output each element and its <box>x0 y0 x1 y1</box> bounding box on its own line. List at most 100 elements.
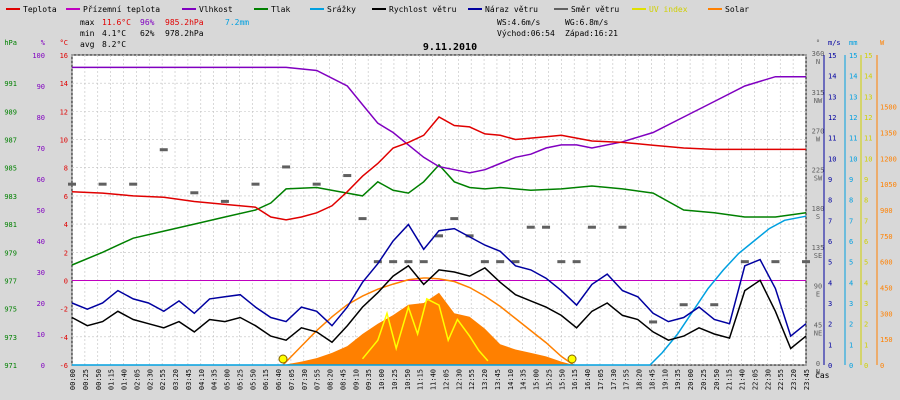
wind_dir-label: NW <box>814 97 823 105</box>
x-tick-label: 18:45 <box>648 369 656 390</box>
rain-tick: 2 <box>849 321 853 329</box>
stat-sunset: Západ:16:21 <box>565 29 618 38</box>
x-tick-label: 23:20 <box>790 369 798 390</box>
x-tick-label: 06:40 <box>275 369 283 390</box>
stat-avg-label: avg <box>80 40 95 49</box>
stat-min-press: 978.2hPa <box>165 29 204 38</box>
legend-label: Tlak <box>271 5 290 14</box>
pressure-tick: 979 <box>4 249 17 257</box>
temperature-tick: 6 <box>64 193 68 201</box>
wind-dir-mark <box>419 260 428 264</box>
stat-max-hum: 96% <box>140 18 155 27</box>
x-tick-label: 07:30 <box>301 369 309 390</box>
wind-tick: 6 <box>828 238 832 246</box>
wind_dir-unit: ° <box>816 39 820 47</box>
legend-label: UV index <box>649 5 688 14</box>
stat-min-hum: 62% <box>140 29 155 38</box>
wind-dir-mark <box>343 174 352 178</box>
x-tick-label: 21:15 <box>726 369 734 390</box>
uv-tick: 12 <box>864 114 872 122</box>
uv-tick: 2 <box>864 321 868 329</box>
temperature-tick: 12 <box>60 108 68 116</box>
wind_dir-tick: 135 <box>812 244 825 252</box>
humidity-tick: 70 <box>37 145 45 153</box>
wind_dir-label: S <box>816 213 820 221</box>
solar-tick: 0 <box>880 362 884 370</box>
x-tick-label: 10:50 <box>404 369 412 390</box>
wind-dir-mark <box>710 303 719 307</box>
x-tick-label: 10:00 <box>378 369 386 390</box>
wind-tick: 9 <box>828 176 832 184</box>
wind-tick: 14 <box>828 73 836 81</box>
temperature-tick: 16 <box>60 52 68 60</box>
wind_dir-label: E <box>816 291 820 299</box>
wind-tick: 7 <box>828 217 832 225</box>
x-tick-label: 06:15 <box>262 369 270 390</box>
pressure-unit: hPa <box>4 39 17 47</box>
pressure-tick: 989 <box>4 108 17 116</box>
rain-tick: 11 <box>849 135 857 143</box>
x-tick-label: 16:40 <box>584 369 592 390</box>
wind-tick: 12 <box>828 114 836 122</box>
legend-label: Náraz větru <box>485 5 538 14</box>
wind-dir-mark <box>496 260 505 264</box>
x-tick-label: 02:05 <box>133 369 141 390</box>
legend: Teplota Přízemní teplota Vlhkost Tlak Srážky… <box>6 5 749 14</box>
x-tick-label: 03:20 <box>172 369 180 390</box>
stat-avg-temp: 8.2°C <box>102 40 126 49</box>
pressure-line <box>71 163 807 266</box>
wind-dir-mark <box>98 182 107 186</box>
wind_dir-label: N <box>816 368 820 376</box>
rain-tick: 15 <box>849 52 857 60</box>
rain-line <box>72 215 807 366</box>
uv-line <box>361 297 489 362</box>
wind-dir-mark <box>220 199 229 203</box>
legend-label: Teplota <box>23 5 57 14</box>
solar-tick: 300 <box>880 310 893 318</box>
wind-dir-mark <box>526 225 535 229</box>
legend-label: Přízemní teplota <box>83 5 160 14</box>
x-tick-label: 14:35 <box>520 369 528 390</box>
x-tick-label: 21:40 <box>739 369 747 390</box>
pressure-tick: 991 <box>4 80 17 88</box>
chart-title: 9.11.2010 <box>423 42 477 53</box>
x-tick-label: 22:05 <box>751 369 759 390</box>
stat-ws: WS:4.6m/s <box>497 18 541 27</box>
wind_dir-tick: 360 <box>812 50 825 58</box>
temperature-tick: 14 <box>60 80 68 88</box>
temperature-tick: 2 <box>64 249 68 257</box>
rain-tick: 10 <box>849 155 857 163</box>
wind-dir-mark <box>480 260 489 264</box>
x-tick-label: 02:30 <box>146 369 154 390</box>
axes: hPa971973975977979981983985987989991%010… <box>4 39 897 390</box>
wind-dir-mark <box>389 260 398 264</box>
x-tick-label: 15:50 <box>558 369 566 390</box>
wind_dir-label: NE <box>814 329 822 337</box>
x-tick-label: 15:00 <box>533 369 541 390</box>
x-tick-label: 09:35 <box>365 369 373 390</box>
x-tick-label: 20:25 <box>700 369 708 390</box>
wind_dir-label: SW <box>814 174 823 182</box>
legend-label: Směr větru <box>571 5 619 14</box>
temperature-tick: 10 <box>60 137 68 145</box>
solar-tick: 600 <box>880 259 893 267</box>
solar-tick: 450 <box>880 285 893 293</box>
wind-dir-mark <box>251 182 260 186</box>
pressure-tick: 977 <box>4 277 17 285</box>
pressure-tick: 981 <box>4 221 17 229</box>
wind-tick: 5 <box>828 259 832 267</box>
stat-min-temp: 4.1°C <box>102 29 126 38</box>
wind-dir-mark <box>587 225 596 229</box>
wind-dir-mark <box>557 260 566 264</box>
rain-tick: 1 <box>849 341 853 349</box>
uv-tick: 11 <box>864 135 872 143</box>
wind-dir-mark <box>465 234 474 238</box>
x-tick-label: 12:55 <box>468 369 476 390</box>
uv-tick: 5 <box>864 259 868 267</box>
uv-tick: 8 <box>864 197 868 205</box>
uv-tick: 6 <box>864 238 868 246</box>
uv-tick: 4 <box>864 279 868 287</box>
legend-label: Srážky <box>327 5 356 14</box>
x-tick-label: 16:15 <box>571 369 579 390</box>
